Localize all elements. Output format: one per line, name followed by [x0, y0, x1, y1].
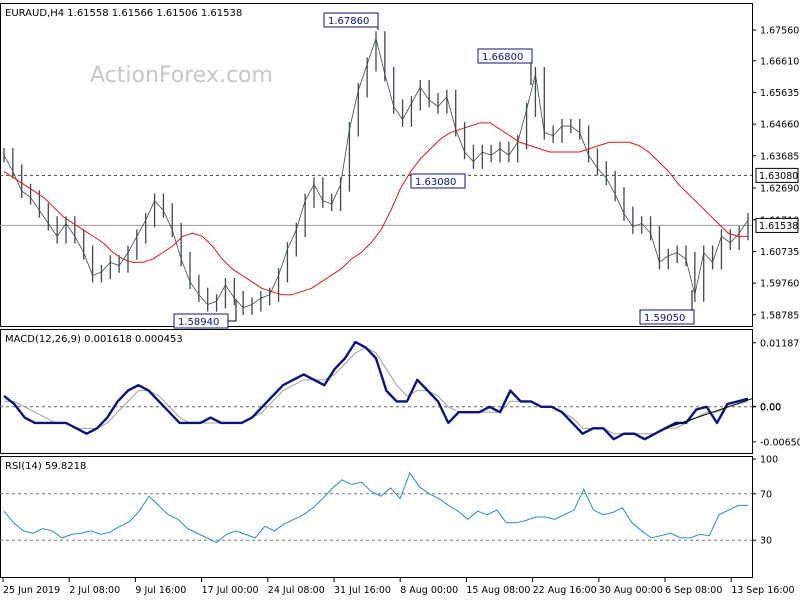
- annotation-label: 1.59050: [644, 313, 685, 324]
- x-tick-label: 31 Jul 16:00: [334, 585, 391, 596]
- macd-panel-frame: [0, 329, 753, 454]
- macd-y-tick-label: 0.01187: [760, 338, 799, 349]
- x-tick-label: 8 Aug 00:00: [400, 585, 458, 596]
- x-tick-label: 17 Jul 00:00: [202, 585, 259, 596]
- macd-trendline: [665, 398, 753, 429]
- price-level-marker-label: 1.63080: [759, 171, 798, 182]
- x-tick-label: 22 Aug 16:00: [533, 585, 597, 596]
- rsi-panel-frame: [0, 456, 753, 578]
- macd-y-tick-label: 0.00: [760, 402, 781, 413]
- price-y-tick-label: 1.59760: [760, 279, 799, 290]
- macd-y-tick-label: -0.006502: [760, 437, 800, 448]
- annotation-box: [323, 12, 379, 28]
- x-tick-label: 25 Jun 2019: [3, 585, 60, 596]
- x-tick-label: 15 Aug 08:00: [466, 585, 530, 596]
- annotation-box: [173, 313, 229, 329]
- price-y-tick-label: 1.60735: [760, 247, 799, 258]
- x-tick-label: 24 Jul 08:00: [268, 585, 325, 596]
- price-y-tick-label: 1.63685: [760, 151, 799, 162]
- rsi-y-tick-label: 100: [760, 455, 778, 466]
- price-panel-title: EURAUD,H4 1.61558 1.61566 1.61506 1.6153…: [5, 8, 242, 19]
- annotation-label: 1.58940: [178, 317, 219, 328]
- x-tick-label: 30 Aug 00:00: [599, 585, 663, 596]
- rsi-y-tick-label: 70: [760, 489, 772, 500]
- annotation-label: 1.66800: [482, 52, 523, 63]
- price-y-tick-label: 1.67560: [760, 26, 799, 37]
- x-tick-label: 2 Jul 08:00: [69, 585, 120, 596]
- watermark: ActionForex.com: [90, 63, 273, 88]
- macd-y-tick-label: 0.00: [760, 402, 781, 413]
- moving-average-line: [3, 122, 748, 296]
- annotation-box: [410, 173, 466, 189]
- rsi-y-tick-label: 30: [760, 536, 772, 547]
- macd-line: [3, 340, 749, 441]
- annotation-label: 1.63080: [415, 177, 456, 188]
- annotation-box: [477, 48, 533, 64]
- annotation-label: 1.67860: [328, 16, 369, 27]
- price-y-tick-label: 1.65635: [760, 88, 799, 99]
- annotation-box: [639, 309, 695, 325]
- price-y-tick-label: 1.66610: [760, 56, 799, 67]
- price-level-marker: [755, 167, 799, 183]
- price-panel-frame: [0, 3, 753, 327]
- price-series-line: [3, 37, 749, 309]
- annotation-leader-line: [228, 300, 237, 322]
- x-tick-label: 13 Sep 16:00: [731, 585, 794, 596]
- rsi-line: [3, 471, 748, 544]
- price-level-marker-label: 1.61538: [759, 221, 798, 232]
- price-y-tick-label: 1.58785: [760, 310, 799, 321]
- price-level-marker: [755, 217, 799, 233]
- price-y-tick-label: 1.62690: [760, 184, 799, 195]
- x-tick-label: 9 Jul 16:00: [135, 585, 186, 596]
- macd-panel-title: MACD(12,26,9) 0.001618 0.000453: [5, 334, 183, 345]
- price-y-tick-label: 1.64660: [760, 120, 799, 131]
- x-tick-label: 6 Sep 08:00: [665, 585, 722, 596]
- rsi-panel-title: RSI(14) 59.8218: [5, 461, 86, 472]
